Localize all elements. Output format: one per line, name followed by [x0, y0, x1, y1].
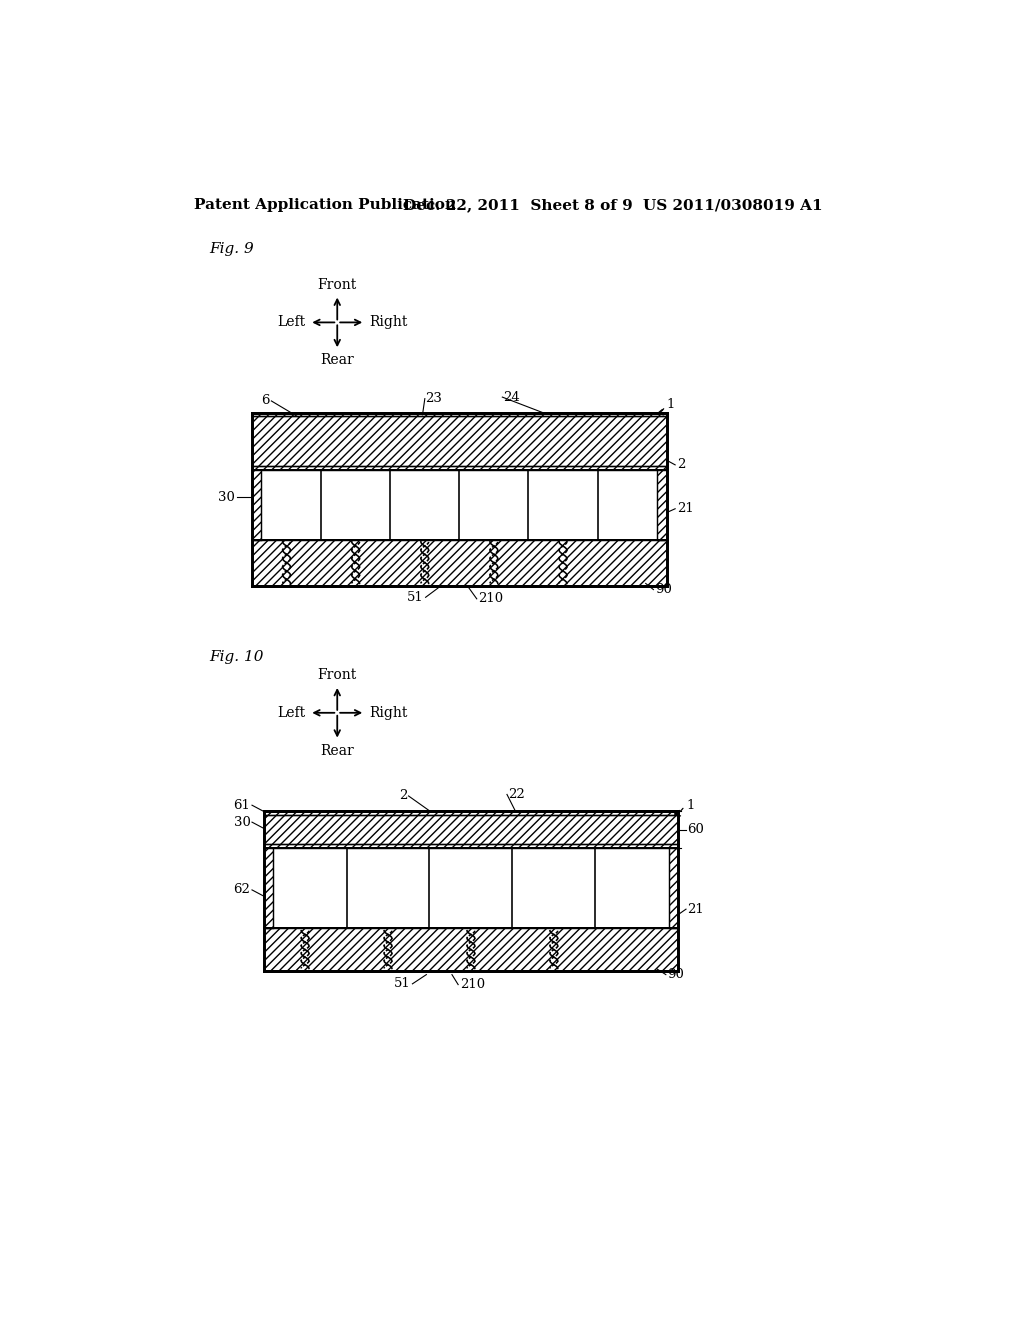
Text: Rear: Rear	[321, 354, 354, 367]
Text: Right: Right	[369, 315, 408, 330]
Text: 62: 62	[233, 883, 251, 896]
Text: Front: Front	[317, 668, 357, 682]
Text: 60: 60	[687, 824, 705, 837]
Text: 24: 24	[503, 391, 520, 404]
Text: Patent Application Publication: Patent Application Publication	[194, 198, 456, 213]
Text: 90: 90	[668, 968, 684, 981]
Text: 2: 2	[677, 458, 685, 471]
Text: Left: Left	[278, 706, 305, 719]
Bar	[252, 540, 667, 586]
Text: Rear: Rear	[321, 743, 354, 758]
Text: 21: 21	[677, 502, 693, 515]
Bar	[669, 849, 678, 928]
Text: 30: 30	[218, 491, 234, 504]
Bar	[263, 812, 678, 849]
Text: 22: 22	[508, 788, 524, 801]
Text: 2: 2	[398, 789, 407, 803]
Text: Dec. 22, 2011  Sheet 8 of 9: Dec. 22, 2011 Sheet 8 of 9	[403, 198, 633, 213]
Text: Left: Left	[278, 315, 305, 330]
Text: 6: 6	[261, 395, 270, 408]
Text: Fig. 10: Fig. 10	[209, 649, 264, 664]
Text: Front: Front	[317, 277, 357, 292]
Text: 1: 1	[686, 799, 694, 812]
Bar	[252, 470, 261, 540]
Bar	[263, 928, 678, 970]
Text: 51: 51	[408, 591, 424, 603]
Text: 210: 210	[460, 978, 484, 991]
Bar	[657, 470, 667, 540]
Text: 61: 61	[233, 799, 251, 812]
Text: 1: 1	[667, 399, 675, 412]
Bar	[252, 412, 667, 470]
Text: 21: 21	[687, 903, 705, 916]
Text: 210: 210	[478, 593, 504, 606]
Text: 90: 90	[655, 583, 672, 597]
Text: Fig. 9: Fig. 9	[209, 242, 254, 256]
Text: 51: 51	[394, 977, 411, 990]
Text: 23: 23	[425, 392, 441, 405]
Text: US 2011/0308019 A1: US 2011/0308019 A1	[643, 198, 823, 213]
Text: Right: Right	[369, 706, 408, 719]
Bar	[263, 849, 273, 928]
Text: 30: 30	[233, 816, 251, 829]
